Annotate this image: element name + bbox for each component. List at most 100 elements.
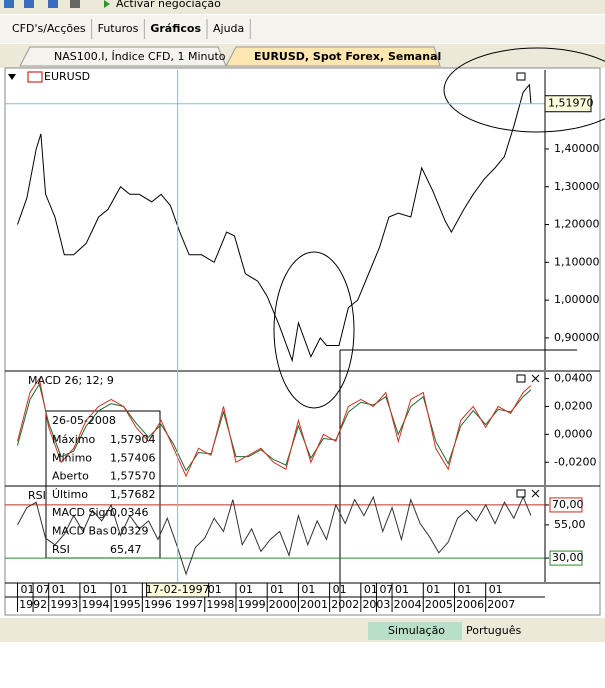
x-tick-label: 01 xyxy=(364,583,378,596)
x-tick-label: 01 xyxy=(333,583,347,596)
x-year-label: 2007 xyxy=(487,598,515,611)
x-tick-label: 07 xyxy=(36,583,50,596)
tooltip-name: RSI xyxy=(52,543,70,556)
annotation-ellipse xyxy=(273,251,355,409)
y-tick-label: 0,0400 xyxy=(554,372,593,385)
menu-tab[interactable]: Gráficos xyxy=(150,22,201,35)
x-year-label: 2002 xyxy=(331,598,359,611)
cursor-box xyxy=(146,582,210,598)
y-tick-label: 0,0000 xyxy=(554,427,593,440)
x-tick-label: 01 xyxy=(239,583,253,596)
tooltip-value: 1,57682 xyxy=(110,488,156,501)
x-year-label: 1996 xyxy=(144,598,172,611)
price-line xyxy=(17,83,532,363)
tooltip-name: MACD Sign xyxy=(52,506,112,519)
x-year-label: 1999 xyxy=(238,598,266,611)
menu-tab[interactable]: Ajuda xyxy=(213,22,244,35)
y-tick-label: 1,40000 xyxy=(554,142,600,155)
x-tick-label: 07 xyxy=(379,583,393,596)
toolbar xyxy=(0,0,605,14)
chart-tab-active[interactable] xyxy=(225,46,441,67)
chart-tab-label[interactable]: EURUSD, Spot Forex, Semanal xyxy=(254,50,441,63)
icon[interactable] xyxy=(48,0,58,8)
panel-title: RSI xyxy=(28,489,46,502)
x-year-label: 2004 xyxy=(394,598,422,611)
icon[interactable] xyxy=(24,0,34,8)
window-button[interactable] xyxy=(516,72,526,81)
window-button[interactable] xyxy=(516,489,526,498)
x-tick-label: 01 xyxy=(457,583,471,596)
tooltip-value: 65,47 xyxy=(110,543,142,556)
menu-bar xyxy=(0,15,605,43)
tooltip-value: 1,57406 xyxy=(110,451,156,464)
icon[interactable] xyxy=(4,0,14,8)
y-tick-label: 55,00 xyxy=(554,518,586,531)
y-tick-label: 70,00 xyxy=(552,498,584,511)
tooltip-name: MACD Bas xyxy=(52,525,109,538)
tooltip-name: Máximo xyxy=(52,433,96,446)
x-year-label: 2003 xyxy=(362,598,390,611)
tooltip-value: 1,57904 xyxy=(110,433,156,446)
chart-tab-label[interactable]: NAS100.I, Índice CFD, 1 Minuto xyxy=(54,50,226,63)
x-year-label: 1993 xyxy=(50,598,78,611)
tooltip-date: 26-05-2008 xyxy=(52,414,116,427)
tooltip-value: 0,0346 xyxy=(110,506,149,519)
x-year-label: 1997 xyxy=(175,598,203,611)
x-year-label: 2006 xyxy=(456,598,484,611)
y-tick-label: 0,90000 xyxy=(554,331,600,344)
x-year-label: 2000 xyxy=(269,598,297,611)
y-tick-label: -0,0200 xyxy=(554,455,596,468)
x-tick-label: 01 xyxy=(208,583,222,596)
x-year-label: 1998 xyxy=(206,598,234,611)
close-button[interactable] xyxy=(531,489,540,498)
y-tick-label: 0,0200 xyxy=(554,399,593,412)
menu-tab[interactable]: CFD's/Acções xyxy=(12,22,86,35)
x-year-label: 1992 xyxy=(19,598,47,611)
toolbar-action[interactable]: Activar negociação xyxy=(116,0,221,10)
cursor-label: 17-02-1997 xyxy=(146,583,210,596)
x-year-label: 2001 xyxy=(300,598,328,611)
price-box xyxy=(544,95,592,113)
tooltip-value: 1,57570 xyxy=(110,470,156,483)
x-tick-label: 01 xyxy=(426,583,440,596)
tooltip-name: Mínimo xyxy=(52,451,92,464)
icon[interactable] xyxy=(70,0,80,8)
annotation-ellipse xyxy=(443,47,605,133)
status-mode[interactable]: Simulação xyxy=(388,624,445,637)
signal-line xyxy=(17,382,532,472)
play-icon xyxy=(104,0,110,8)
tooltip-name: Último xyxy=(52,488,88,501)
x-tick-label: 01 xyxy=(20,583,34,596)
x-tick-label: 01 xyxy=(83,583,97,596)
panel-title: MACD 26; 12; 9 xyxy=(28,374,114,387)
indicator-line xyxy=(17,377,532,478)
tooltip-value: 0,0329 xyxy=(110,525,149,538)
status-language[interactable]: Português xyxy=(466,624,522,637)
x-tick-label: 01 xyxy=(114,583,128,596)
window-button[interactable] xyxy=(516,374,526,383)
y-tick-label: 1,10000 xyxy=(554,255,600,268)
fx-icon xyxy=(27,71,43,83)
level-box xyxy=(549,550,583,566)
symbol[interactable]: EURUSD xyxy=(44,70,90,83)
status-bar xyxy=(0,618,605,642)
tooltip-name: Aberto xyxy=(52,470,89,483)
x-tick-label: 01 xyxy=(489,583,503,596)
y-tick-label: 1,00000 xyxy=(554,293,600,306)
x-tick-label: 01 xyxy=(395,583,409,596)
menu-tab[interactable]: Futuros xyxy=(98,22,139,35)
y-tick-label: 1,30000 xyxy=(554,180,600,193)
level-box xyxy=(549,497,583,513)
y-tick-label: 30,00 xyxy=(552,551,584,564)
x-year-label: 1995 xyxy=(113,598,141,611)
indicator-line xyxy=(17,495,532,576)
chart-tab[interactable] xyxy=(19,46,227,67)
x-tick-label: 01 xyxy=(301,583,315,596)
x-tick-label: 01 xyxy=(52,583,66,596)
x-tick-label: 01 xyxy=(270,583,284,596)
close-button[interactable] xyxy=(531,374,540,383)
dropdown[interactable] xyxy=(8,74,16,80)
status-tab[interactable] xyxy=(368,622,462,640)
